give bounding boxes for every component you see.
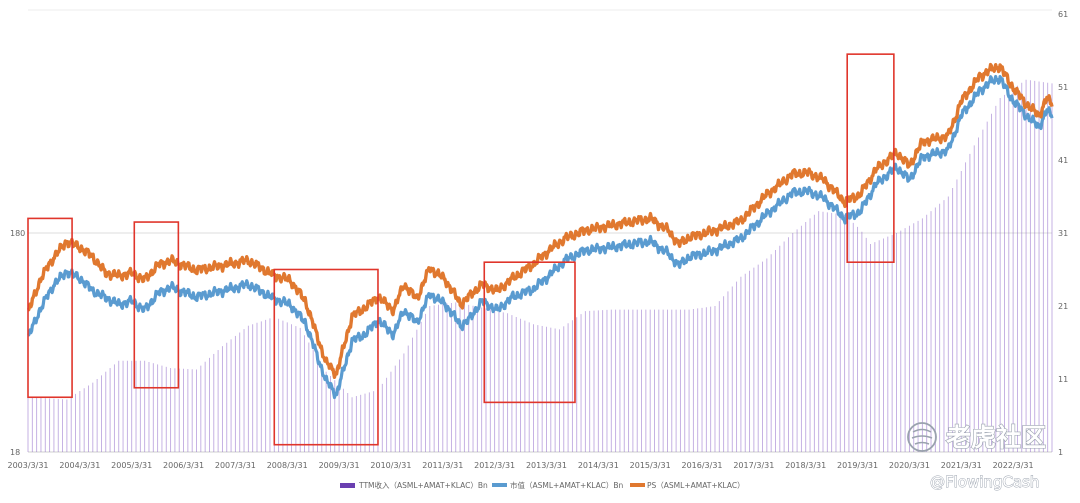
marketcap-line [27,74,1054,400]
x-tick-label: 2006/3/31 [163,461,204,470]
highlight-box-1 [27,217,73,399]
x-tick-label: 2018/3/31 [785,461,826,470]
highlight-box-3 [273,268,379,446]
y-right-tick-label: 21 [1058,302,1068,311]
axes: 2003/3/31 2004/3/31 2005/3/31 2006/3/31 2007… [7,10,1068,470]
x-tick-label: 2014/3/31 [578,461,619,470]
y-left-tick-label: 18 [10,448,20,457]
revenue-bars [27,79,1053,452]
x-tick-label: 2013/3/31 [526,461,567,470]
x-tick-label: 2007/3/31 [215,461,256,470]
y-right-tick-label: 31 [1058,229,1068,238]
y-right-tick-label: 11 [1058,375,1068,384]
y-right-tick-label: 1 [1058,448,1063,457]
x-tick-label: 2004/3/31 [59,461,100,470]
tiger-logo-icon [907,422,937,452]
watermark: 老虎社区 @FlowingCash [907,422,1047,491]
y-right-tick-label: 51 [1058,83,1068,92]
x-tick-label: 2005/3/31 [111,461,152,470]
legend-label-marketcap: 市值（ASML+AMAT+KLAC）Bn [510,480,623,490]
highlight-boxes [27,53,895,446]
x-tick-label: 2016/3/31 [682,461,723,470]
x-tick-label: 2012/3/31 [474,461,515,470]
x-tick-label: 2003/3/31 [7,461,48,470]
legend-swatch-revenue [340,483,355,488]
x-tick-label: 2011/3/31 [422,461,463,470]
legend-label-revenue: TTM收入（ASML+AMAT+KLAC）Bn [358,480,488,490]
watermark-handle: @FlowingCash [930,473,1039,491]
legend-swatch-marketcap [492,483,507,487]
x-tick-label: 2015/3/31 [630,461,671,470]
y-left-tick-label: 180 [10,229,25,238]
x-tick-label: 2008/3/31 [267,461,308,470]
watermark-brand: 老虎社区 [946,423,1046,452]
legend: TTM收入（ASML+AMAT+KLAC）Bn 市值（ASML+AMAT+KLA… [340,480,745,490]
highlight-box-2 [133,221,180,389]
x-tick-label: 2019/3/31 [837,461,878,470]
ps-line [27,62,1054,380]
legend-swatch-ps [630,483,645,487]
gridlines [28,9,1052,453]
y-right-tick-label: 61 [1058,10,1068,19]
y-right-tick-label: 41 [1058,156,1068,165]
x-tick-label: 2010/3/31 [370,461,411,470]
x-tick-label: 2022/3/31 [993,461,1034,470]
highlight-box-4 [483,261,576,404]
line-series [27,62,1054,400]
x-tick-label: 2021/3/31 [941,461,982,470]
legend-label-ps: PS（ASML+AMAT+KLAC） [647,481,745,490]
x-tick-label: 2020/3/31 [889,461,930,470]
tiger-logo-stripes [911,428,933,445]
highlight-box-5 [846,53,895,264]
x-tick-label: 2017/3/31 [733,461,774,470]
x-tick-label: 2009/3/31 [319,461,360,470]
